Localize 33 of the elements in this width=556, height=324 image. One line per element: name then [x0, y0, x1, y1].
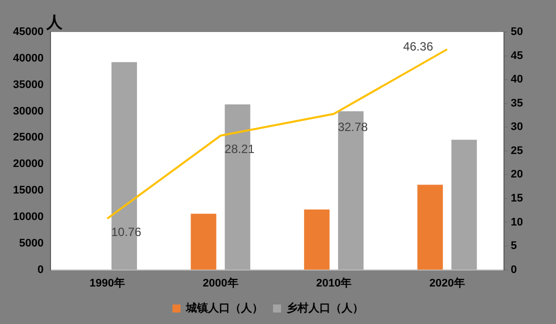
x-tick-label: 2020年 [429, 276, 465, 290]
y-tick-label: 45000 [12, 26, 44, 38]
y-tick-label: 5000 [19, 237, 44, 250]
y2-tick-label: 10 [510, 216, 524, 228]
bar [451, 140, 477, 270]
y2-tick-label: 50 [510, 26, 524, 38]
bar [304, 210, 330, 270]
y2-tick-label: 45 [510, 50, 524, 62]
y2-tick-label: 15 [510, 192, 524, 204]
y-axis-title: 人 [46, 13, 64, 32]
bar [417, 184, 443, 270]
legend-label: 乡村人口（人） [286, 302, 364, 315]
y-tick-label: 30000 [12, 105, 44, 118]
x-tick-label: 1990年 [89, 276, 125, 290]
y2-tick-label: 35 [510, 97, 524, 110]
y-tick-label: 25000 [12, 132, 44, 144]
x-tick-label: 2000年 [202, 276, 238, 290]
y-tick-label: 35000 [12, 78, 44, 91]
y-tick-label: 20000 [12, 158, 44, 170]
y2-tick-label: 5 [510, 240, 517, 252]
y-tick-label: 15000 [12, 184, 44, 197]
data-label: 46.36 [403, 40, 434, 54]
y2-tick-label: 0 [510, 264, 517, 276]
y2-tick-label: 20 [510, 168, 524, 181]
y2-tick-label: 25 [510, 144, 524, 157]
y-tick-label: 0 [37, 264, 44, 276]
x-tick-label: 2010年 [316, 276, 352, 290]
y2-tick-label: 30 [510, 121, 524, 134]
y-tick-label: 40000 [12, 52, 44, 64]
y2-tick-label: 40 [510, 74, 524, 86]
bar [190, 214, 216, 270]
y-tick-label: 10000 [12, 210, 44, 223]
legend-label: 城镇人口（人） [185, 302, 263, 315]
